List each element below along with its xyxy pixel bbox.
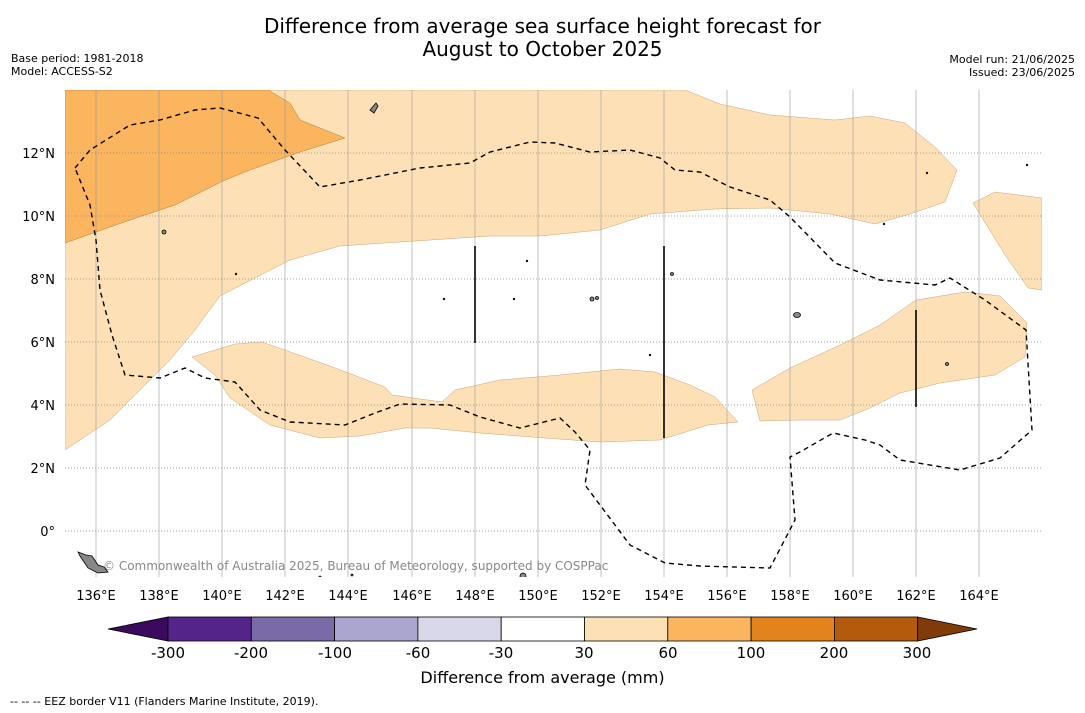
- colorbar-bin: [750, 616, 835, 642]
- lon-label: 152°E: [581, 589, 621, 604]
- lon-label: 162°E: [896, 589, 936, 604]
- copyright-text: © Commonwealth of Australia 2025, Bureau…: [103, 559, 608, 573]
- lat-label: 10°N: [22, 210, 55, 225]
- colorbar-bin: [417, 616, 502, 642]
- colorbar-tick: -30: [489, 644, 514, 662]
- anomaly-region-northwest-high: [65, 90, 346, 244]
- map-plot-area: © Commonwealth of Australia 2025, Bureau…: [65, 90, 1042, 577]
- lon-label: 146°E: [392, 589, 432, 604]
- lon-label: 160°E: [833, 589, 873, 604]
- lon-label: 156°E: [707, 589, 747, 604]
- islands: [77, 102, 1029, 577]
- longitude-labels: 136°E 138°E 140°E 142°E 144°E 146°E 148°…: [76, 589, 999, 604]
- lat-label: 6°N: [31, 336, 56, 351]
- lon-label: 150°E: [518, 589, 558, 604]
- lon-label: 138°E: [139, 589, 179, 604]
- colorbar-tick: 300: [903, 644, 932, 662]
- eez-vertical-lines: [474, 246, 917, 438]
- map-title: Difference from average sea surface heig…: [0, 15, 1085, 61]
- metadata-right: Model run: 21/06/2025 Issued: 23/06/2025: [949, 53, 1075, 79]
- colorbar-tick: 200: [820, 644, 849, 662]
- colorbar-tick: -100: [318, 644, 352, 662]
- guam-island: [369, 102, 379, 114]
- longitude-gridlines: [95, 90, 980, 577]
- new-guinea-islands: [77, 551, 109, 574]
- colorbar-extend-high: [917, 616, 978, 642]
- colorbar-bin: [584, 616, 669, 642]
- colorbar-tick: 100: [737, 644, 766, 662]
- lat-label: 4°N: [31, 399, 56, 414]
- lat-label: 8°N: [31, 273, 56, 288]
- colorbar-tick: -200: [234, 644, 268, 662]
- colorbar-tick: 60: [658, 644, 677, 662]
- lon-label: 148°E: [455, 589, 495, 604]
- colorbar-label: Difference from average (mm): [420, 668, 665, 687]
- lat-label: 12°N: [22, 147, 55, 162]
- lon-label: 164°E: [959, 589, 999, 604]
- colorbar-tick: -60: [406, 644, 431, 662]
- anomaly-region-east: [751, 291, 1028, 422]
- title-line-2: August to October 2025: [422, 37, 663, 61]
- colorbar-tick: 30: [574, 644, 593, 662]
- eez-footnote: -- -- -- EEZ border V11 (Flanders Marine…: [10, 695, 319, 708]
- lon-label: 144°E: [328, 589, 368, 604]
- model-run-text: Model run: 21/06/2025: [949, 53, 1075, 66]
- colorbar: [107, 616, 978, 642]
- colorbar-bin: [250, 616, 336, 642]
- colorbar-bin: [834, 616, 919, 642]
- lon-label: 154°E: [644, 589, 684, 604]
- base-period-text: Base period: 1981-2018: [11, 52, 144, 65]
- lon-label: 142°E: [265, 589, 305, 604]
- latitude-labels: 12°N 10°N 8°N 6°N 4°N 2°N 0°: [22, 147, 55, 540]
- anomaly-region-northeast: [972, 191, 1042, 291]
- colorbar-bin: [667, 616, 752, 642]
- anomaly-region-south: [191, 341, 739, 443]
- colorbar-bin: [334, 616, 419, 642]
- colorbar-tick: -300: [151, 644, 185, 662]
- issued-text: Issued: 23/06/2025: [968, 66, 1075, 79]
- colorbar-bin: [500, 616, 585, 642]
- lat-label: 0°: [40, 525, 55, 540]
- lon-label: 158°E: [770, 589, 810, 604]
- title-line-1: Difference from average sea surface heig…: [263, 14, 822, 38]
- latitude-gridlines: [65, 152, 1042, 532]
- anomaly-region-north: [65, 90, 958, 451]
- model-text: Model: ACCESS-S2: [11, 65, 113, 78]
- colorbar-tick-labels: -300 -200 -100 -60 -30 30 60 100 200 300: [151, 644, 931, 662]
- metadata-left: Base period: 1981-2018 Model: ACCESS-S2: [11, 52, 143, 78]
- colorbar-extend-low: [107, 616, 169, 642]
- lon-label: 140°E: [202, 589, 242, 604]
- colorbar-bin: [167, 616, 252, 642]
- lat-label: 2°N: [31, 462, 56, 477]
- lon-label: 136°E: [76, 589, 116, 604]
